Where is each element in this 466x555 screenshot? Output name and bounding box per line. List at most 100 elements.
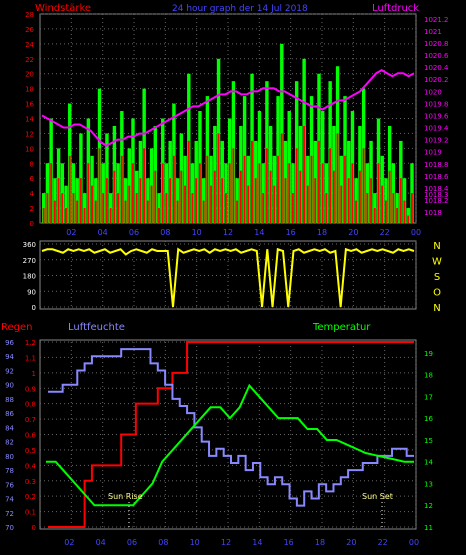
sunset-label: Sun Set xyxy=(362,492,393,501)
humidity-axis-tick: 94 xyxy=(5,353,14,361)
wind-bar xyxy=(265,148,268,223)
panel1-left-tick: 2 xyxy=(30,205,34,213)
temperature-axis-tick: 14 xyxy=(424,459,433,467)
wind-bar xyxy=(251,140,253,223)
panel1-right-tick: 1018 xyxy=(424,209,442,217)
wind-bar xyxy=(154,170,157,223)
wind-bar xyxy=(176,200,179,223)
panel1-left-tick: 22 xyxy=(25,56,34,64)
wind-bar xyxy=(76,200,79,223)
panel1-x-tick: 22 xyxy=(380,228,390,237)
panel2-left-tick: 360 xyxy=(23,241,36,249)
wind-bar xyxy=(113,170,116,223)
wind-bar xyxy=(143,148,146,223)
wind-bar xyxy=(169,178,172,223)
wind-bar xyxy=(336,133,339,223)
panel1-right-tick: 1019.4 xyxy=(424,125,449,133)
wind-bar xyxy=(105,178,108,223)
panel1-right-tick: 1019.2 xyxy=(424,137,449,145)
panel1-left-tick: 10 xyxy=(25,145,34,153)
wind-bar xyxy=(94,200,97,223)
wind-bar xyxy=(68,155,71,223)
wind-bar xyxy=(150,185,153,223)
wind-bar xyxy=(373,208,376,223)
humidity-axis-tick: 82 xyxy=(5,439,14,447)
wind-bar xyxy=(347,178,350,223)
panel1-x-tick: 18 xyxy=(317,228,327,237)
panel1-right-tick: 1021.2 xyxy=(424,16,449,24)
wind-bar xyxy=(411,193,413,223)
humidity-axis-tick: 74 xyxy=(5,496,14,504)
panel1-x-tick: 14 xyxy=(254,228,264,237)
wind-bar xyxy=(124,200,127,223)
header-center-label: 24 hour graph der 14 Jul 2018 xyxy=(172,4,308,14)
direction-letter: W xyxy=(432,257,442,268)
wind-bar xyxy=(187,140,190,223)
rain-humidity-temperature-panel: 0 0.1 0.2 0.3 0.4 0.5 0.6 0.7 0.8 0.9 1 1.1 1.2 70 72… xyxy=(5,339,433,547)
temperature-axis-tick: 19 xyxy=(424,350,433,358)
header-right-label: Luftdruck xyxy=(372,3,419,14)
panel1-left-tick: 0 xyxy=(30,220,34,228)
wind-bar xyxy=(258,163,261,223)
panel1-x-tick: 10 xyxy=(192,228,202,237)
wind-bar xyxy=(210,185,213,223)
panel2-left-tick: 90 xyxy=(27,288,36,296)
panel1-x-tick: 08 xyxy=(160,228,170,237)
wind-bar xyxy=(53,200,56,223)
wind-bar xyxy=(79,178,82,223)
panel3-humidity-axis: 70 72 74 76 78 80 82 84 86 88 90 92 94 96 xyxy=(5,339,14,532)
temperature-axis-tick: 17 xyxy=(424,393,433,401)
wind-bar xyxy=(232,148,235,223)
panel1-left-tick: 20 xyxy=(25,71,34,79)
panel1-left-tick: 28 xyxy=(25,11,34,19)
wind-bar xyxy=(362,148,365,223)
wind-bar xyxy=(228,163,231,223)
rain-axis-tick: 1.2 xyxy=(25,339,36,347)
temperature-axis-tick: 18 xyxy=(424,372,433,380)
wind-bar xyxy=(381,185,384,223)
wind-bar xyxy=(254,178,257,223)
wind-bar xyxy=(239,170,242,223)
rain-axis-tick: 0.5 xyxy=(25,447,36,455)
wind-bar xyxy=(191,193,194,223)
humidity-axis-tick: 70 xyxy=(5,524,14,532)
wind-bar xyxy=(225,193,227,223)
wind-bar xyxy=(213,170,216,223)
panel3-x-tick: 08 xyxy=(158,538,168,547)
direction-letter: N xyxy=(433,303,440,314)
wind-bar xyxy=(172,155,175,223)
wind-bar xyxy=(288,163,291,223)
wind-bar xyxy=(403,200,406,223)
panel3-temperature-axis: 11 12 13 14 15 16 17 18 19 xyxy=(424,350,433,532)
wind-bar xyxy=(388,170,391,223)
panel1-left-tick: 12 xyxy=(25,130,34,138)
panel3-rain-axis: 0 0.1 0.2 0.3 0.4 0.5 0.6 0.7 0.8 0.9 1 1.1 1.2 xyxy=(25,339,37,532)
wind-bar xyxy=(139,178,142,223)
temperature-axis-tick: 12 xyxy=(424,502,433,510)
panel1-right-tick: 1019.8 xyxy=(424,100,449,108)
panel1-right-tick: 1018.2 xyxy=(424,197,449,205)
panel1-right-tick: 1020.4 xyxy=(424,64,449,72)
panel3-grid xyxy=(40,341,417,528)
panel3-x-tick: 12 xyxy=(221,538,231,547)
wind-bar xyxy=(109,208,112,223)
panel3-x-tick: 20 xyxy=(346,538,356,547)
humidity-axis-tick: 86 xyxy=(5,410,14,418)
wind-bar xyxy=(50,163,53,223)
wind-bar xyxy=(217,133,220,223)
humidity-line xyxy=(48,348,414,507)
panel1-x-tick: 20 xyxy=(348,228,358,237)
humidity-axis-tick: 78 xyxy=(5,467,14,475)
temperature-axis-tick: 11 xyxy=(424,524,433,532)
humidity-axis-tick: 84 xyxy=(5,424,14,432)
panel3-x-tick: 18 xyxy=(315,538,325,547)
wind-bar xyxy=(247,185,250,223)
temperature-axis-tick: 15 xyxy=(424,437,433,445)
panel1-right-tick: 1020 xyxy=(424,88,442,96)
wind-bar xyxy=(117,193,120,223)
panel3-x-tick: 16 xyxy=(284,538,294,547)
wind-bar xyxy=(165,193,168,223)
sunrise-label: Sun Rise xyxy=(108,492,143,501)
wind-bar xyxy=(396,208,399,223)
